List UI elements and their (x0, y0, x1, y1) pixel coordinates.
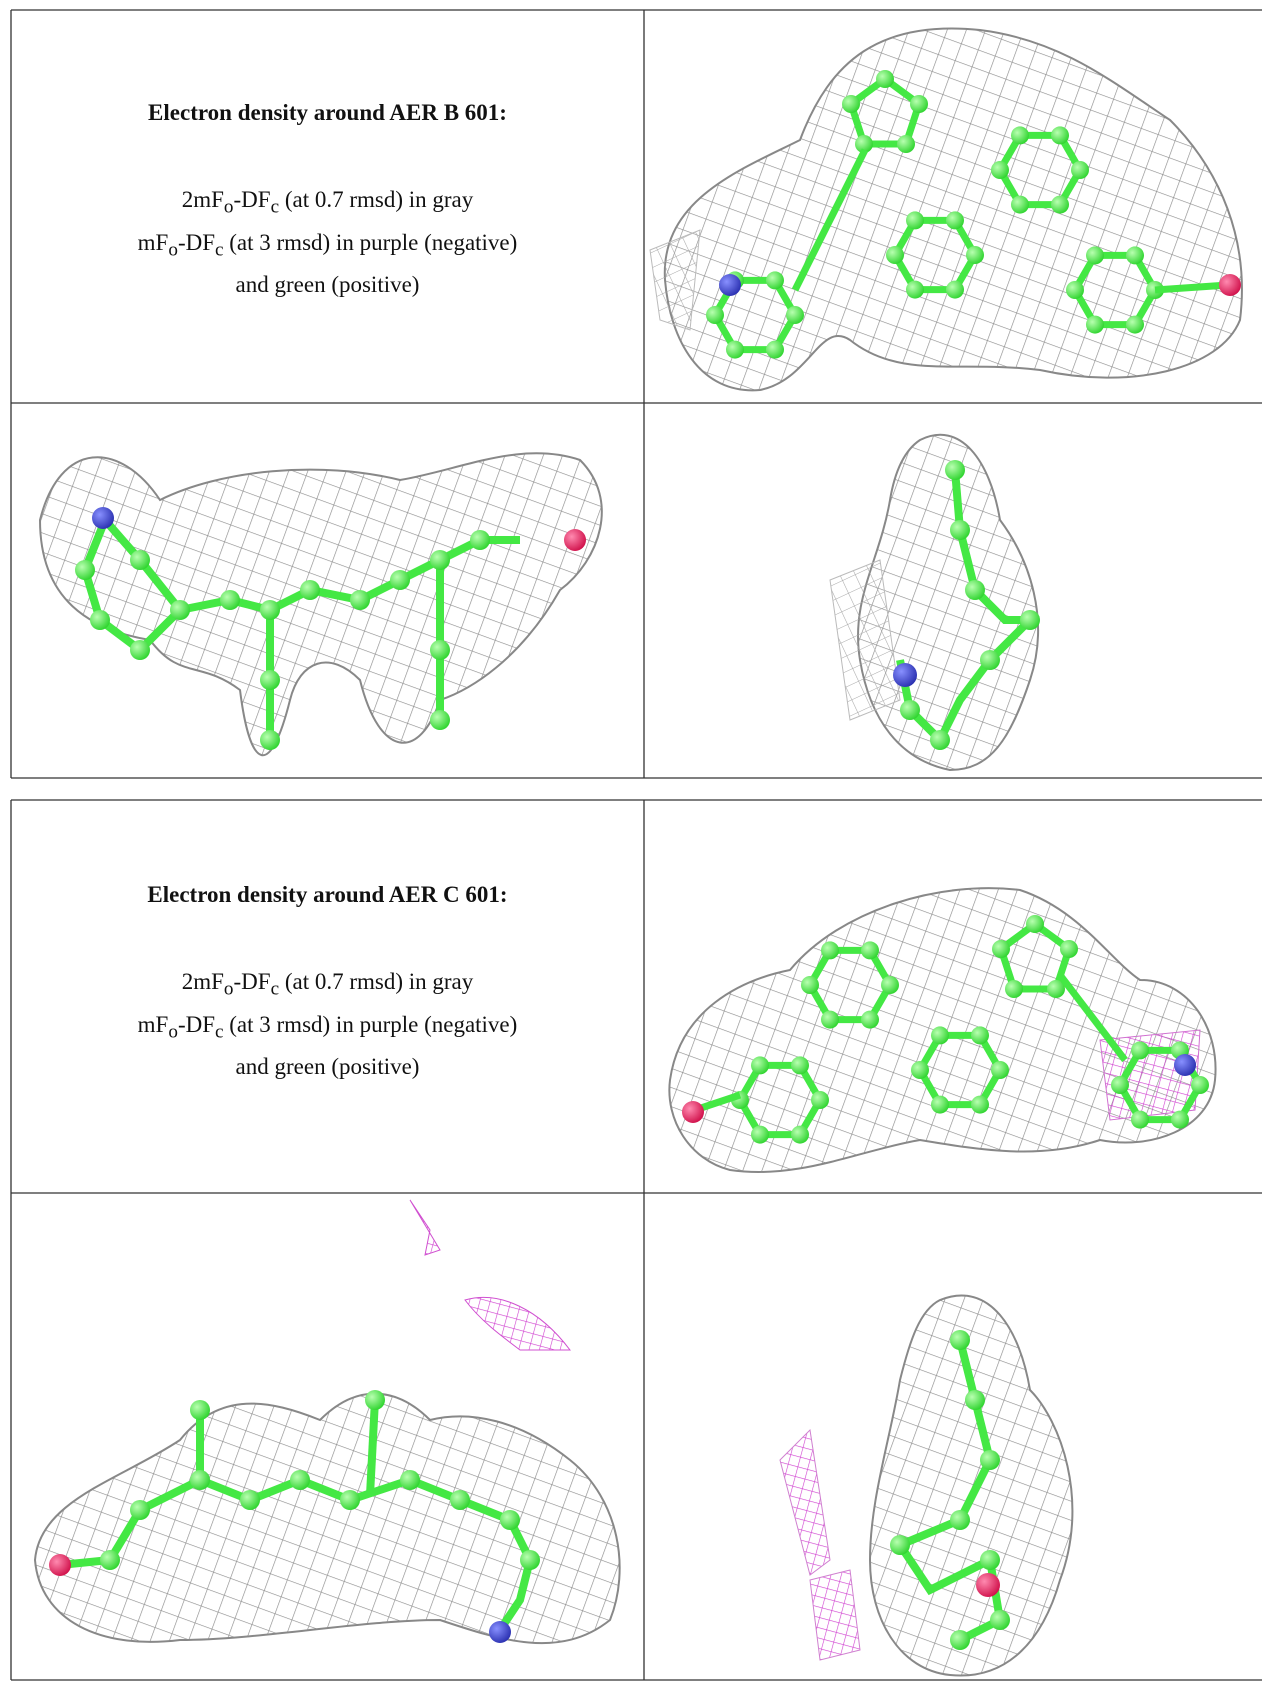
caption-line: mFo-DFc (at 3 rmsd) in purple (negative) (11, 1007, 644, 1050)
text-run: (at 3 rmsd) in purple (negative) (223, 1011, 518, 1037)
density-panel (668, 887, 1217, 1174)
text-run: 2mF (181, 187, 224, 212)
caption-cell: Electron density around AER B 601: 2mFo-D… (11, 95, 644, 302)
caption-cell: Electron density around AER C 601: 2mFo-D… (11, 877, 644, 1084)
caption-line: 2mFo-DFc (at 0.7 rmsd) in gray (11, 182, 644, 225)
subscript: o (223, 196, 234, 218)
text-run: -DF (233, 969, 271, 994)
density-panel (649, 27, 1243, 392)
caption-line: 2mFo-DFc (at 0.7 rmsd) in gray (11, 964, 644, 1007)
caption-title: Electron density around AER B 601: (148, 100, 507, 125)
subscript: c (270, 978, 280, 1000)
text-run: mF (137, 1011, 169, 1037)
text-run: -DF (233, 187, 271, 212)
density-panel (779, 1294, 1074, 1677)
text-run: (at 0.7 rmsd) in gray (279, 187, 474, 212)
table-lines (10, 9, 1262, 1681)
text-run: and green (positive) (235, 272, 420, 298)
text-run: -DF (177, 1011, 215, 1037)
subscript: o (168, 239, 178, 261)
caption-title: Electron density around AER C 601: (147, 882, 508, 907)
caption-line: mFo-DFc (at 3 rmsd) in purple (negative) (11, 225, 644, 268)
caption-line: and green (positive) (11, 267, 644, 302)
subscript: c (215, 239, 224, 261)
text-run: (at 0.7 rmsd) in gray (279, 969, 474, 994)
text-run: -DF (177, 229, 215, 255)
text-run: 2mF (181, 969, 224, 994)
subscript: o (168, 1021, 178, 1043)
density-panel (829, 433, 1040, 772)
subscript: c (215, 1021, 224, 1043)
subscript: c (270, 196, 280, 218)
text-run: (at 3 rmsd) in purple (negative) (223, 229, 518, 255)
density-panel (33, 1199, 621, 1645)
caption-line: and green (positive) (11, 1049, 644, 1084)
subscript: o (223, 978, 234, 1000)
density-panel (38, 452, 603, 756)
text-run: mF (137, 229, 169, 255)
text-run: and green (positive) (235, 1054, 420, 1080)
